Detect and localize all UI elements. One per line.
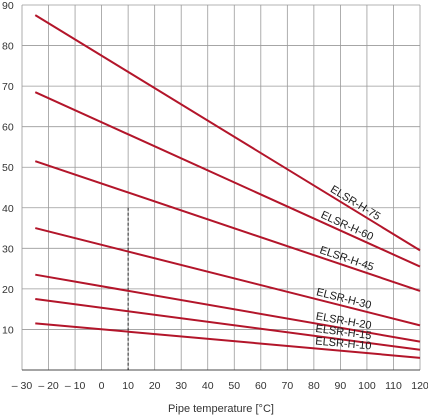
series-line (35, 227, 421, 327)
x-tick-label: – 10 (65, 380, 86, 392)
series-line (34, 160, 421, 292)
series-line (35, 298, 421, 351)
x-axis-title: Pipe temperature [°C] (168, 403, 274, 415)
x-tick-label: 70 (281, 380, 293, 392)
x-axis-ticks: – 30 – 20 – 10 0 10 20 30 40 50 60 70 80 90 100 110 120 (12, 380, 428, 392)
x-tick-label: – 30 (12, 380, 33, 392)
x-tick-label: 60 (255, 380, 267, 392)
series-label: ELSR-H-30 (315, 286, 372, 311)
y-tick-label: 40 (2, 203, 14, 215)
x-tick-label: 90 (335, 380, 347, 392)
grid (21, 4, 421, 371)
y-tick-label: 70 (2, 81, 14, 93)
series-line (35, 322, 421, 359)
series-labels: ELSR-H-75ELSR-H-60ELSR-H-45ELSR-H-30ELSR… (315, 183, 383, 352)
series-line (35, 273, 421, 343)
y-axis-ticks: 10 20 30 40 50 60 70 80 90 (2, 0, 14, 336)
y-tick-label: 10 (2, 324, 14, 336)
series-line (34, 14, 421, 252)
y-tick-label: 50 (2, 162, 14, 174)
x-tick-label: 20 (149, 380, 161, 392)
y-tick-label: 30 (2, 243, 14, 255)
x-tick-label: 110 (385, 380, 402, 392)
x-tick-label: 40 (202, 380, 214, 392)
series-lines (34, 14, 421, 359)
x-tick-label: 50 (228, 380, 240, 392)
y-tick-label: 90 (2, 0, 14, 12)
x-tick-label: 120 (411, 380, 428, 392)
y-tick-label: 80 (2, 41, 14, 53)
x-tick-label: 30 (175, 380, 187, 392)
series-line (34, 91, 421, 268)
x-tick-label: 100 (358, 380, 376, 392)
y-tick-label: 60 (2, 122, 14, 134)
x-tick-label: – 20 (38, 380, 59, 392)
y-tick-label: 20 (2, 284, 14, 296)
x-tick-label: 10 (122, 380, 134, 392)
x-tick-label: 80 (308, 380, 320, 392)
series-label: ELSR-H-10 (315, 335, 372, 352)
x-tick-label: 0 (99, 380, 105, 392)
